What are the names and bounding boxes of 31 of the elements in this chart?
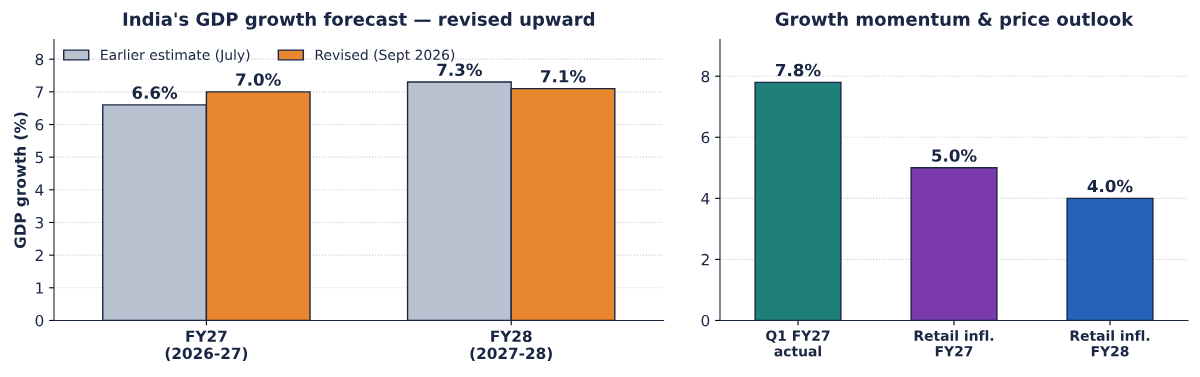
data-label: 7.1% xyxy=(541,69,586,83)
data-label: 4.0% xyxy=(1087,179,1133,193)
chart-title: Growth momentum & price outlook xyxy=(775,11,1134,30)
x-tick-label: Retail infl. FY28 xyxy=(1070,330,1150,357)
y-tick-label: 3 xyxy=(35,216,44,229)
y-tick-label: 5 xyxy=(35,151,43,164)
chart-title: India's GDP growth forecast — revised upward xyxy=(123,11,595,30)
x-tick-label: FY28 (2027-28) xyxy=(470,330,552,361)
y-tick-label: 6 xyxy=(701,131,710,144)
y-tick-label: 1 xyxy=(36,282,43,294)
y-tick-label: 0 xyxy=(35,314,44,327)
data-label: 7.3% xyxy=(437,63,482,77)
x-tick-label: FY27 (2026-27) xyxy=(165,330,248,361)
y-tick-label: 4 xyxy=(35,184,44,196)
y-tick-label: 8 xyxy=(35,53,44,66)
data-label: 6.6% xyxy=(132,86,178,99)
x-tick-label: Q1 FY27 actual xyxy=(766,330,830,357)
y-tick-label: 2 xyxy=(35,249,43,261)
data-label: 7.8% xyxy=(776,63,821,77)
y-tick-label: 6 xyxy=(35,118,44,131)
x-tick-label: Retail infl. FY27 xyxy=(914,330,994,357)
y-tick-label: 8 xyxy=(701,70,710,83)
y-tick-label: 4 xyxy=(701,193,710,205)
y-tick-label: 2 xyxy=(701,253,709,266)
y-tick-label: 7 xyxy=(35,86,43,98)
data-label: 7.0% xyxy=(236,73,281,86)
y-tick-label: 0 xyxy=(701,314,710,327)
legend-label: Earlier estimate (July) xyxy=(101,49,250,63)
y-axis-title: GDP growth (%) xyxy=(14,112,29,249)
data-label: 5.0% xyxy=(932,149,977,162)
legend-label: Revised (Sept 2026) xyxy=(315,49,455,63)
